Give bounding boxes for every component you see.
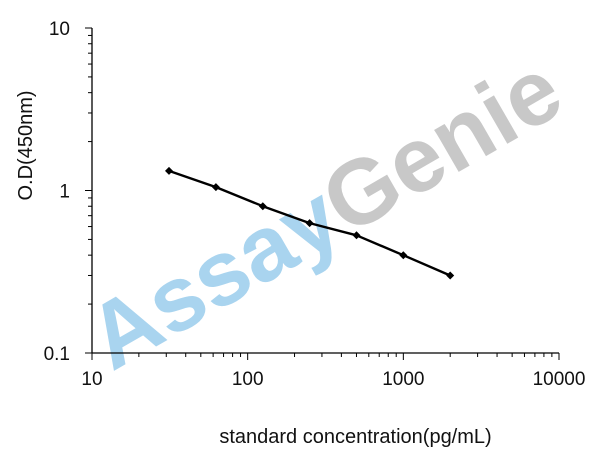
watermark-part-assay: Assay bbox=[71, 165, 357, 389]
watermark-part-genie: Genie bbox=[306, 38, 578, 254]
y-tick-label: 0.1 bbox=[44, 344, 70, 365]
x-axis-title: standard concentration(pg/mL) bbox=[219, 426, 491, 448]
data-point-marker bbox=[399, 251, 408, 260]
watermark-text: AssayGenie bbox=[71, 38, 578, 390]
x-tick-label: 10000 bbox=[533, 369, 586, 390]
axes bbox=[85, 27, 560, 360]
x-tick-label: 100 bbox=[232, 369, 264, 390]
y-axis-title: O.D(450nm) bbox=[15, 90, 37, 200]
plot-area bbox=[165, 166, 455, 280]
assaygenie-watermark: AssayGenie bbox=[71, 38, 578, 390]
data-point-marker bbox=[165, 166, 173, 175]
x-tick-label: 10 bbox=[81, 369, 102, 390]
data-point-marker bbox=[446, 271, 455, 280]
y-tick-label: 10 bbox=[49, 19, 70, 40]
data-point-marker bbox=[352, 231, 361, 240]
data-point-marker bbox=[258, 202, 267, 211]
data-point-marker bbox=[211, 183, 220, 192]
x-tick-label: 1000 bbox=[382, 369, 424, 390]
y-tick-label: 1 bbox=[59, 182, 70, 203]
axis-labels: 10 100 1000 10000 10 1 0.1 standard concentrati… bbox=[15, 19, 585, 448]
data-point-marker bbox=[305, 219, 314, 228]
